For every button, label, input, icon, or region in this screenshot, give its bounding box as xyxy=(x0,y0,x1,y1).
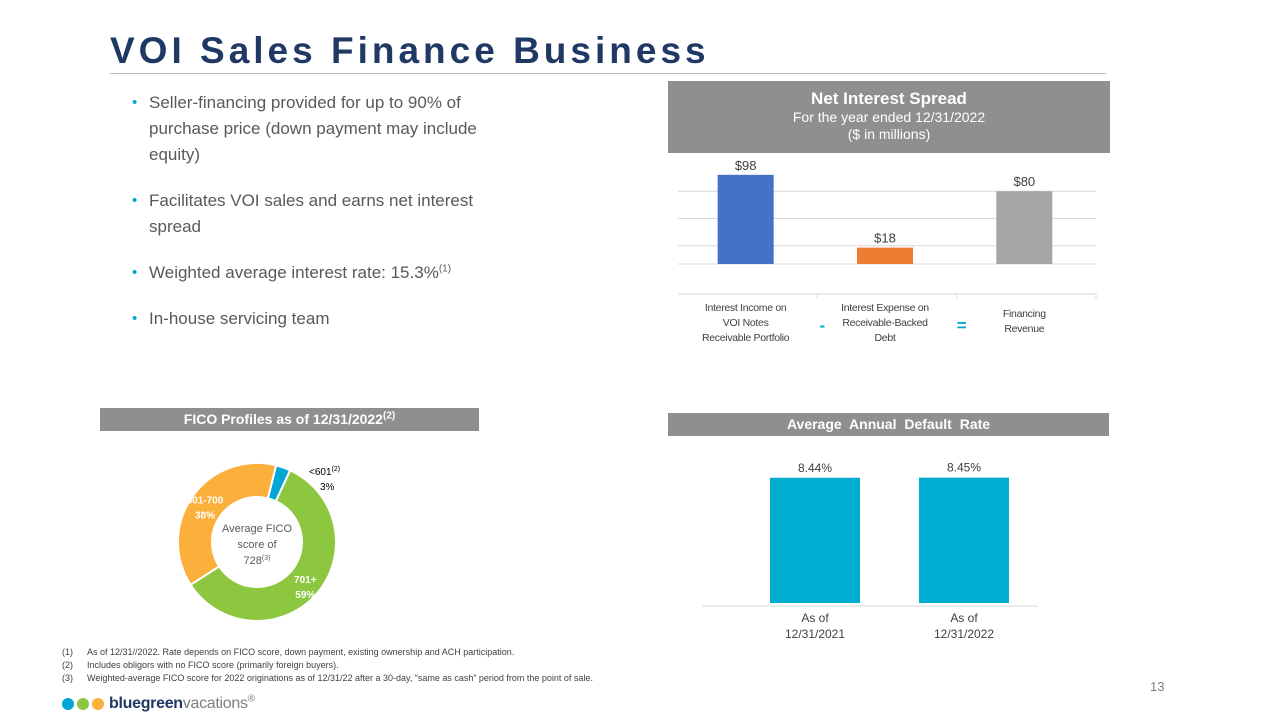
category-label: Interest Income on xyxy=(705,302,787,314)
pie-slice xyxy=(189,468,337,622)
bar xyxy=(770,477,860,603)
pie-slice xyxy=(177,462,278,587)
data-label: 8.45% xyxy=(947,461,981,475)
bullet-dot-icon: • xyxy=(132,192,138,209)
logo-suffix: vacations xyxy=(182,695,248,712)
fico-header: FICO Profiles as of 12/31/2022(2) xyxy=(100,408,479,431)
default-rate-header: Average Annual Default Rate xyxy=(668,413,1109,436)
bar xyxy=(717,174,774,264)
bar xyxy=(857,247,913,264)
slice-value-label: 3% xyxy=(320,482,335,493)
equals-operator: = xyxy=(957,316,967,335)
footnote: (2) Includes obligors with no FICO score … xyxy=(62,660,339,670)
logo-dot-icon xyxy=(92,698,104,710)
category-label: Interest Expense on xyxy=(841,302,929,314)
bullet-text: Facilitates VOI sales and earns net inte… xyxy=(149,191,474,236)
data-label: $80 xyxy=(1013,174,1035,189)
category-label: As of xyxy=(950,611,978,625)
logo-dot-icon xyxy=(77,698,89,710)
donut-center-text: score of xyxy=(237,539,277,551)
bullet-text: Seller-financing provided for up to 90% … xyxy=(149,93,477,164)
slice-value-label: 38% xyxy=(195,511,215,522)
slice-label: 701+ xyxy=(294,575,317,586)
bullet-text: Weighted average interest rate: 15.3% xyxy=(149,263,439,282)
slice-label: 601-700 xyxy=(187,496,224,507)
category-label: Revenue xyxy=(1004,323,1044,335)
logo-dot-icon xyxy=(62,698,74,710)
bullet-dot-icon: • xyxy=(132,94,138,111)
logo-brand: bluegreen xyxy=(109,695,183,712)
category-label: Financing xyxy=(1003,308,1046,320)
category-label: 12/31/2021 xyxy=(785,627,845,641)
bullet-dot-icon: • xyxy=(132,310,138,327)
page-number: 13 xyxy=(1150,679,1165,694)
bluegreen-logo: bluegreenvacations® xyxy=(62,694,255,715)
slice-label: <601(2) xyxy=(309,466,340,478)
bullet-item: • In-house servicing team xyxy=(132,306,512,332)
bullet-item: • Seller-financing provided for up to 90%… xyxy=(132,90,512,168)
slice-value-label: 59% xyxy=(295,590,315,601)
donut-center-text: 728(3) xyxy=(244,555,271,567)
default-rate-chart: 8.44% As of 12/31/2021 8.45% As of 12/31/2022 xyxy=(702,461,1038,641)
minus-operator: - xyxy=(819,316,825,335)
net-interest-title: Net Interest Spread xyxy=(811,89,967,108)
category-label: Receivable Portfolio xyxy=(702,332,790,344)
category-label: Debt xyxy=(875,332,896,344)
net-interest-subtitle: For the year ended 12/31/2022 xyxy=(792,109,986,125)
data-label: $18 xyxy=(874,231,896,246)
page-title: VOI Sales Finance Business xyxy=(110,30,710,71)
category-label: VOI Notes xyxy=(723,317,769,329)
bullet-item: • Weighted average interest rate: 15.3%(1… xyxy=(132,260,512,286)
footnote: (3) Weighted-average FICO score for 2022 … xyxy=(62,673,593,683)
footnote: (1) As of 12/31//2022. Rate depends on FI… xyxy=(62,647,515,657)
data-label: $98 xyxy=(735,158,757,173)
bar xyxy=(919,477,1009,603)
category-label: Receivable-Backed xyxy=(842,317,928,329)
category-label: As of xyxy=(801,611,829,625)
bullet-dot-icon: • xyxy=(132,264,138,281)
net-interest-header: Net Interest Spread For the year ended 1… xyxy=(668,81,1110,153)
title-divider xyxy=(110,73,1106,74)
bullet-item: • Facilitates VOI sales and earns net int… xyxy=(132,188,512,240)
bar xyxy=(996,191,1053,264)
bullet-text: In-house servicing team xyxy=(149,309,330,328)
donut-center-text: Average FICO xyxy=(222,523,293,535)
net-interest-chart: $98 Interest Income on VOI Notes Receivable… xyxy=(678,158,1097,344)
fico-donut-chart: 701+ 59% 601-700 38% <601(2) 3% Average FICO sc… xyxy=(177,462,340,622)
data-label: 8.44% xyxy=(798,461,832,475)
net-interest-units: ($ in millions) xyxy=(847,126,931,142)
footnote-ref: (1) xyxy=(438,263,452,275)
footnotes: (1) As of 12/31//2022. Rate depends on FI… xyxy=(62,646,593,685)
bullet-list: • Seller-financing provided for up to 90%… xyxy=(132,90,512,352)
category-label: 12/31/2022 xyxy=(934,627,994,641)
